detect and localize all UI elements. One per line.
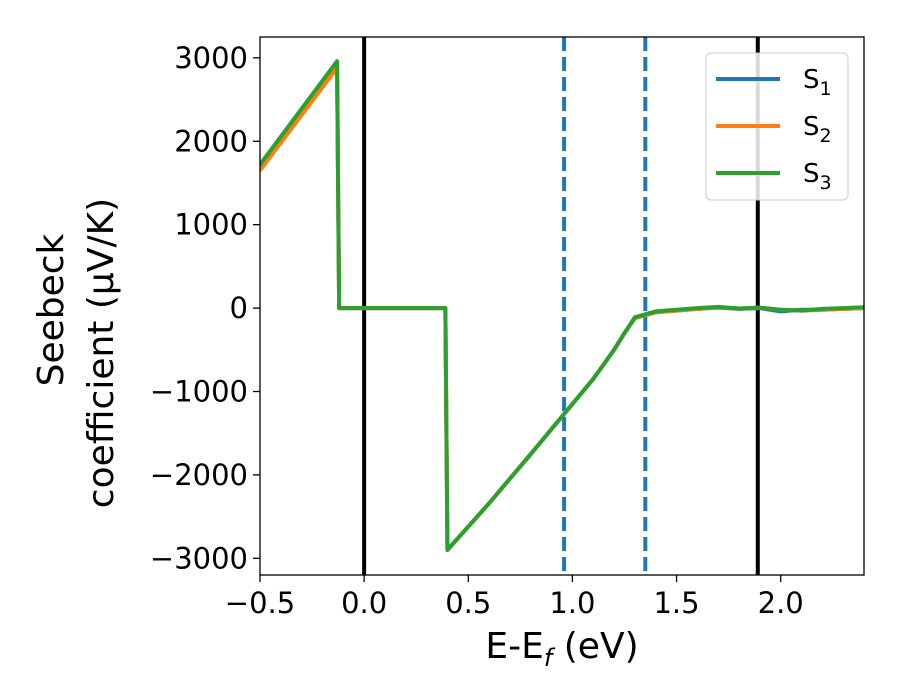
legend-label-s3: S3 <box>803 159 832 194</box>
y-tick-label: −2000 <box>150 458 248 492</box>
y-tick-label: 2000 <box>174 124 248 158</box>
series-line-s3 <box>260 59 864 552</box>
legend-label-s2: S2 <box>803 112 832 147</box>
x-axis-title-suffix: (eV) <box>552 626 638 667</box>
y-axis-title-line2: coefficient (μV/K) <box>81 198 122 508</box>
x-tick-label: 0.0 <box>341 586 387 620</box>
series-lines <box>260 59 864 552</box>
y-tick-label: −1000 <box>150 374 248 408</box>
y-tick-label: 0 <box>230 291 248 325</box>
x-tick-label: 2.0 <box>758 586 804 620</box>
x-tick-label: 1.0 <box>549 586 595 620</box>
x-axis-title-main: E-E <box>485 626 543 667</box>
plot-frame <box>259 36 865 576</box>
y-tick-label: 3000 <box>174 41 248 75</box>
y-axis-title-line1: Seebeck <box>31 233 72 386</box>
legend-entries: S1 S2 S3 <box>716 65 832 194</box>
legend: S1 S2 S3 <box>705 52 849 201</box>
x-axis-ticks: −0.5 0.0 0.5 1.0 1.5 2.0 <box>225 575 804 620</box>
x-tick-label: 1.5 <box>653 586 699 620</box>
x-tick-label: 0.5 <box>445 586 491 620</box>
x-tick-label: −0.5 <box>225 586 295 620</box>
y-axis-ticks: 3000 2000 1000 0 −1000 −2000 −3000 <box>150 41 260 575</box>
y-tick-label: −3000 <box>150 541 248 575</box>
legend-label-s1: S1 <box>803 65 832 100</box>
x-axis-title: E-Ef (eV) <box>485 626 638 672</box>
y-tick-label: 1000 <box>174 208 248 242</box>
